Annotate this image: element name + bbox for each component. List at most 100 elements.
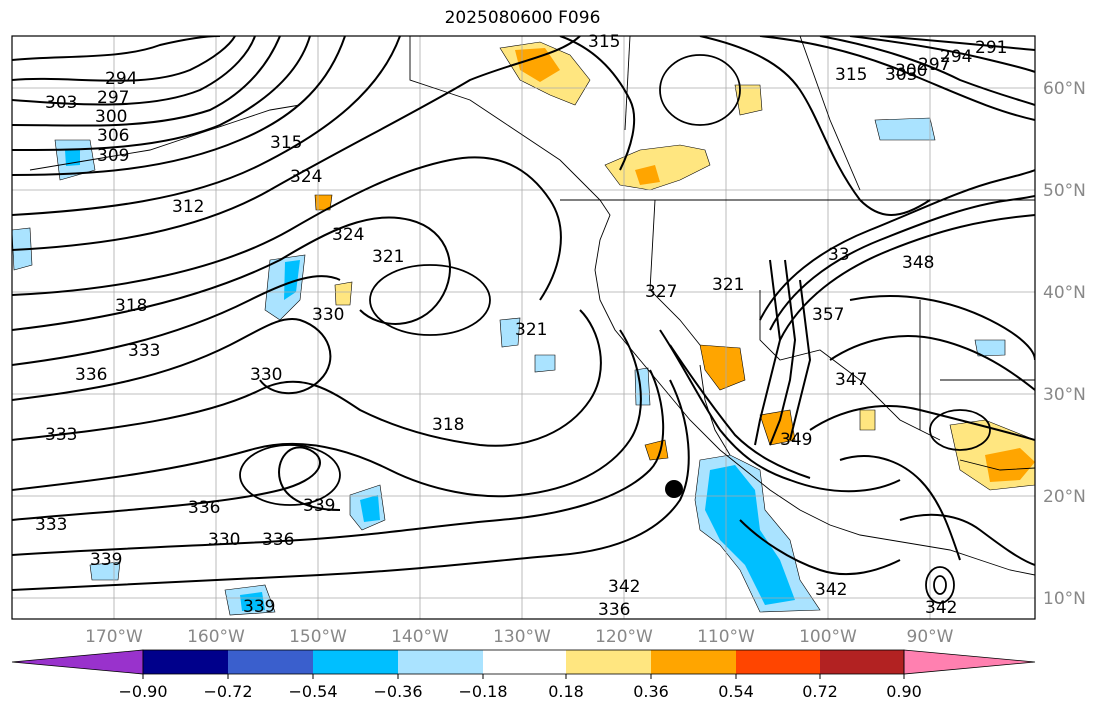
contour-label: 347 [835,370,867,390]
colorbar-segment [483,650,566,674]
contour-label: 330 [250,365,282,385]
contour-label: 330 [312,305,344,325]
contour-label: 342 [815,580,847,600]
contour-label: 330 [208,530,240,550]
contour-label: 303 [885,65,917,85]
lon-label-group: 170°W 160°W 150°W 140°W 130°W 120°W 110°… [85,627,954,647]
contour-label: 315 [588,32,620,52]
contour-label: 309 [97,146,129,166]
lat-label: 40°N [1043,283,1086,303]
negative-shade-region [240,592,265,611]
contour-label: 333 [128,341,160,361]
colorbar-tick-label: −0.72 [203,682,252,701]
contour-label: 339 [243,597,275,617]
positive-shade-region [985,448,1035,482]
contour-label: 339 [303,496,335,516]
lon-label: 110°W [697,627,755,647]
contour-label: 303 [45,93,77,113]
contour-label: 297 [97,88,129,108]
colorbar-segment [651,650,736,674]
colorbar-tick-group: −0.90 −0.72 −0.54 −0.36 −0.18 0.18 0.36 … [118,674,922,701]
negative-shade-region [705,465,795,605]
colorbar-tick-label: −0.90 [118,682,167,701]
colorbar-tick-label: 0.36 [633,682,669,701]
map-border [11,35,1036,620]
negative-shade-region [874,117,936,141]
closed-contours [239,54,991,604]
positive-shade-region [859,409,876,431]
colorbar-segment [820,650,904,674]
colorbar-tick-label: −0.36 [373,682,422,701]
contour-label: 300 [95,107,127,127]
negative-shade-region [974,339,1006,357]
contour-label: 300 [895,61,927,81]
contour-label-group: 294 297 300 303 306 309 312 315 315 315 … [35,32,1007,620]
colorbar-under-arrow [11,649,144,675]
positive-shade-region [334,281,353,306]
contour-label: 357 [812,305,844,325]
lon-label: 130°W [493,627,551,647]
contour-label: 306 [97,126,129,146]
contour-label: 339 [90,550,122,570]
lat-label-group: 60°N 50°N 40°N 30°N 20°N 10°N [1043,79,1086,609]
contour-label: 333 [45,425,77,445]
graticule [12,36,1035,619]
colorbar-segment [313,650,398,674]
contour-label: 336 [598,600,630,620]
colorbar-segment [736,650,820,674]
lat-label: 20°N [1043,487,1086,507]
contour-label: 321 [712,275,744,295]
contour-label: 294 [940,47,972,67]
colorbar-tick-label: 0.18 [548,682,584,701]
colorbar-segment [398,650,483,674]
lat-label: 30°N [1043,385,1086,405]
contour-label: 324 [332,225,364,245]
lat-label: 50°N [1043,181,1086,201]
storm-center-dot [665,480,683,498]
lat-label: 60°N [1043,79,1086,99]
contour-label: 291 [975,38,1007,58]
negative-shade-region [534,354,556,373]
positive-shade-region [635,165,660,185]
lon-label: 120°W [595,627,653,647]
contour-label: 294 [105,69,137,89]
contour-label: 318 [432,415,464,435]
contour-label: 336 [75,365,107,385]
contour-label: 324 [290,167,322,187]
contour-label: 315 [835,65,867,85]
positive-shade-region [699,344,746,391]
contour-label: 327 [645,282,677,302]
colorbar-tick-label: 0.72 [802,682,838,701]
contour-label: 336 [262,530,294,550]
contour-label: 315 [270,133,302,153]
colorbar-tick-label: −0.54 [288,682,337,701]
lon-label: 150°W [289,627,347,647]
colorbar-tick-label: 0.90 [886,682,922,701]
negative-shade-region [284,260,300,300]
contour-label: 312 [172,197,204,217]
negative-shade-region [499,317,521,348]
contour-label: 321 [372,247,404,267]
colorbar-segment [228,650,313,674]
lat-label: 10°N [1043,589,1086,609]
negative-shade-region [360,495,380,522]
colorbar-border [142,649,905,675]
contour-label: 336 [188,498,220,518]
positive-shade-region [734,84,763,116]
colorbar-tick-label: −0.18 [458,682,507,701]
lon-label: 140°W [391,627,449,647]
map-title: 2025080600 F096 [444,8,601,28]
lon-label: 160°W [187,627,245,647]
colorbar-tick-label: 0.54 [718,682,754,701]
lon-label: 100°W [799,627,857,647]
negative-shade-region [89,561,121,581]
coastlines [29,36,1035,576]
colorbar-segment [143,650,228,674]
lon-label: 90°W [907,627,954,647]
contour-label: 342 [608,577,640,597]
contour-label: 342 [925,598,957,618]
lon-label: 170°W [85,627,143,647]
contour-label: 297 [918,55,950,75]
positive-shade-region [604,144,711,191]
